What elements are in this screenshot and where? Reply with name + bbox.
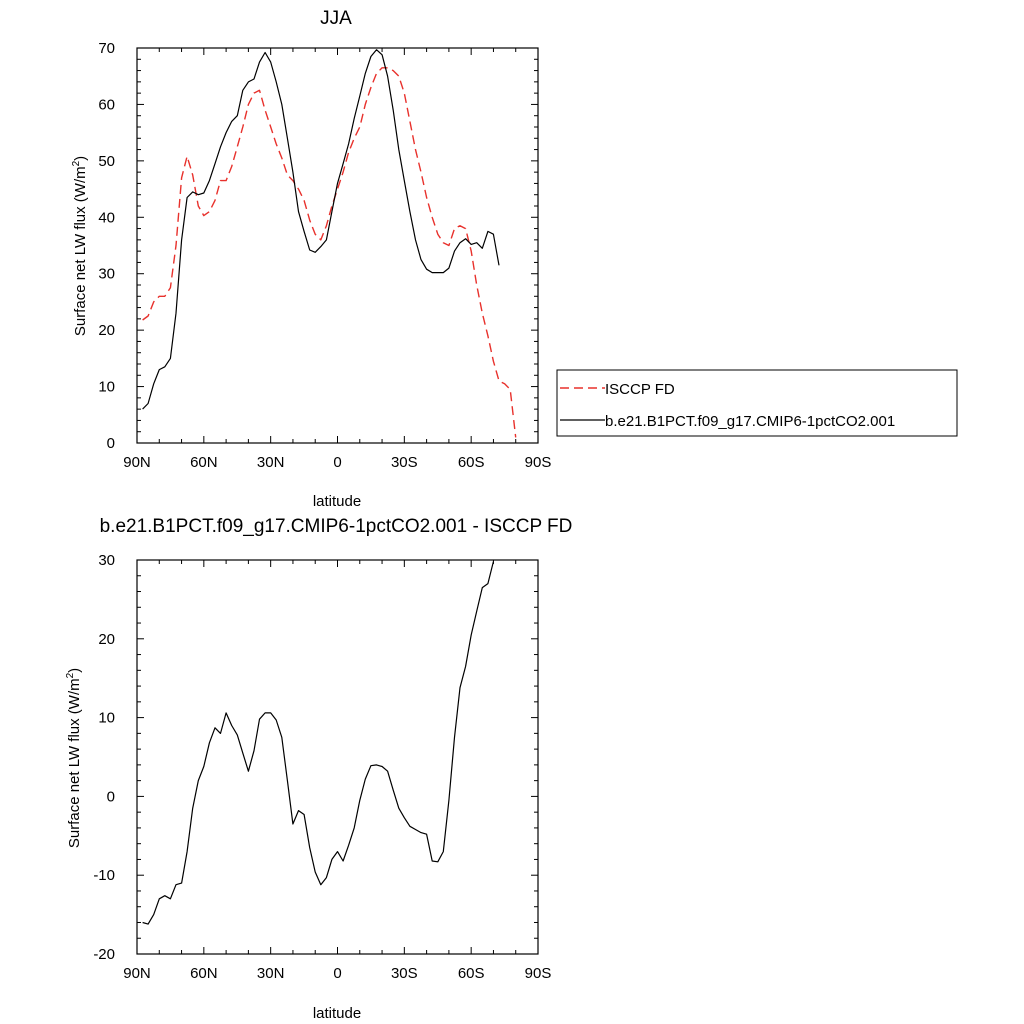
legend: ISCCP FD b.e21.B1PCT.f09_g17.CMIP6-1pctC… xyxy=(556,369,958,437)
legend-label-model: b.e21.B1PCT.f09_g17.CMIP6-1pctCO2.001 xyxy=(605,413,895,430)
top-chart-series-line-isccp xyxy=(142,67,517,438)
bottom-chart-x-tick-label: 60N xyxy=(190,965,218,982)
top-chart-x-tick-label: 30N xyxy=(257,454,285,471)
bottom-chart-x-axis-label: latitude xyxy=(313,1005,361,1022)
bottom-chart-x-tick-label: 30S xyxy=(391,965,418,982)
top-chart-x-tick-label: 90S xyxy=(525,454,552,471)
top-chart-x-tick-label: 30S xyxy=(391,454,418,471)
bottom-chart-y-tick-label: -20 xyxy=(93,946,115,963)
bottom-chart-series-line-model xyxy=(142,561,494,925)
bottom-chart-y-tick-label: -10 xyxy=(93,867,115,884)
bottom-chart-y-tick-label: 10 xyxy=(98,710,115,727)
top-chart-x-tick-label: 90N xyxy=(123,454,151,471)
top-chart-y-tick-label: 70 xyxy=(98,40,115,57)
bottom-chart-x-tick-label: 90S xyxy=(525,965,552,982)
bottom-chart-x-tick-label: 90N xyxy=(123,965,151,982)
top-chart-title: JJA xyxy=(320,8,352,29)
bottom-chart-plot-area: 90N 60N 30N 0 30S 60S 90S -20 -10 0 10 20 30 xyxy=(93,552,551,982)
top-chart-x-tick-label: 60N xyxy=(190,454,218,471)
top-chart-y-axis-label: Surface net LW flux (W/m2) xyxy=(71,156,89,336)
bottom-chart-x-tick-label: 0 xyxy=(333,965,341,982)
bottom-chart-title: b.e21.B1PCT.f09_g17.CMIP6-1pctCO2.001 - … xyxy=(100,516,573,537)
bottom-chart-y-tick-label: 20 xyxy=(98,631,115,648)
top-chart-x-tick-label: 60S xyxy=(458,454,485,471)
legend-box xyxy=(556,369,958,437)
bottom-chart-y-axis-label: Surface net LW flux (W/m2) xyxy=(65,668,83,848)
bottom-chart: b.e21.B1PCT.f09_g17.CMIP6-1pctCO2.001 - … xyxy=(65,516,572,1022)
top-chart-series-line-model xyxy=(142,49,500,410)
top-chart-y-tick-label: 30 xyxy=(98,266,115,283)
top-chart: JJA 90N 60N 30N 0 30S 60S 90S 0 10 20 30 40 50 60 70 l… xyxy=(71,8,551,510)
top-chart-y-tick-label: 10 xyxy=(98,379,115,396)
top-chart-y-tick-label: 40 xyxy=(98,209,115,226)
top-chart-y-tick-label: 60 xyxy=(98,96,115,113)
bottom-chart-frame xyxy=(136,559,539,955)
top-chart-y-tick-label: 0 xyxy=(107,435,115,452)
top-chart-y-tick-label: 50 xyxy=(98,153,115,170)
top-chart-frame xyxy=(136,47,539,444)
bottom-chart-y-tick-label: 30 xyxy=(98,552,115,569)
bottom-chart-x-tick-label: 30N xyxy=(257,965,285,982)
top-chart-x-tick-label: 0 xyxy=(333,454,341,471)
bottom-chart-y-tick-label: 0 xyxy=(107,788,115,805)
legend-label-isccp: ISCCP FD xyxy=(605,381,675,398)
top-chart-plot-area: 90N 60N 30N 0 30S 60S 90S 0 10 20 30 40 50 60 70 xyxy=(98,40,551,471)
top-chart-y-tick-label: 20 xyxy=(98,322,115,339)
bottom-chart-x-tick-label: 60S xyxy=(458,965,485,982)
top-chart-x-axis-label: latitude xyxy=(313,493,361,510)
